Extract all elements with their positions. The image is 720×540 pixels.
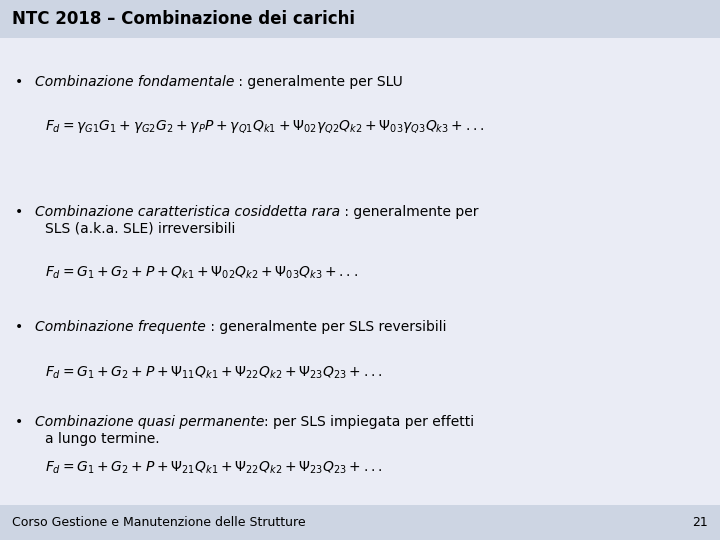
Text: : generalmente per SLS reversibili: : generalmente per SLS reversibili: [206, 320, 446, 334]
Text: Combinazione caratteristica cosiddetta rara: Combinazione caratteristica cosiddetta r…: [35, 205, 340, 219]
Text: •: •: [15, 415, 23, 429]
Text: •: •: [15, 205, 23, 219]
Text: : generalmente per SLU: : generalmente per SLU: [235, 75, 403, 89]
Text: NTC 2018 – Combinazione dei carichi: NTC 2018 – Combinazione dei carichi: [12, 10, 355, 28]
Text: a lungo termine.: a lungo termine.: [45, 432, 160, 446]
Bar: [0, 505, 720, 540]
Text: : generalmente per: : generalmente per: [340, 205, 479, 219]
Text: : per SLS impiegata per effetti: : per SLS impiegata per effetti: [264, 415, 474, 429]
Text: $F_d = G_1 + G_2 + P + \Psi_{11}Q_{k1} + \Psi_{22}Q_{k2} + \Psi_{23}Q_{23} + ...: $F_d = G_1 + G_2 + P + \Psi_{11}Q_{k1} +…: [45, 365, 382, 381]
Text: Combinazione frequente: Combinazione frequente: [35, 320, 206, 334]
Text: Combinazione quasi permanente: Combinazione quasi permanente: [35, 415, 264, 429]
Text: $F_d = G_1 + G_2 + P + Q_{k1} + \Psi_{02}Q_{k2} + \Psi_{03}Q_{k3} + ...$: $F_d = G_1 + G_2 + P + Q_{k1} + \Psi_{02…: [45, 265, 358, 281]
Text: Combinazione fondamentale: Combinazione fondamentale: [35, 75, 235, 89]
Text: $F_d = \gamma_{G1}G_1 + \gamma_{G2}G_2 + \gamma_P P + \gamma_{Q1}Q_{k1} + \Psi_{: $F_d = \gamma_{G1}G_1 + \gamma_{G2}G_2 +…: [45, 118, 485, 135]
Text: Corso Gestione e Manutenzione delle Strutture: Corso Gestione e Manutenzione delle Stru…: [12, 516, 305, 529]
Bar: [0, 38, 720, 505]
Text: 21: 21: [692, 516, 708, 529]
Text: $F_d = G_1 + G_2 + P + \Psi_{21}Q_{k1} + \Psi_{22}Q_{k2} + \Psi_{23}Q_{23} + ...: $F_d = G_1 + G_2 + P + \Psi_{21}Q_{k1} +…: [45, 460, 382, 476]
Text: SLS (a.k.a. SLE) irreversibili: SLS (a.k.a. SLE) irreversibili: [45, 222, 235, 236]
Text: •: •: [15, 320, 23, 334]
Text: •: •: [15, 75, 23, 89]
Bar: [0, 0, 720, 38]
